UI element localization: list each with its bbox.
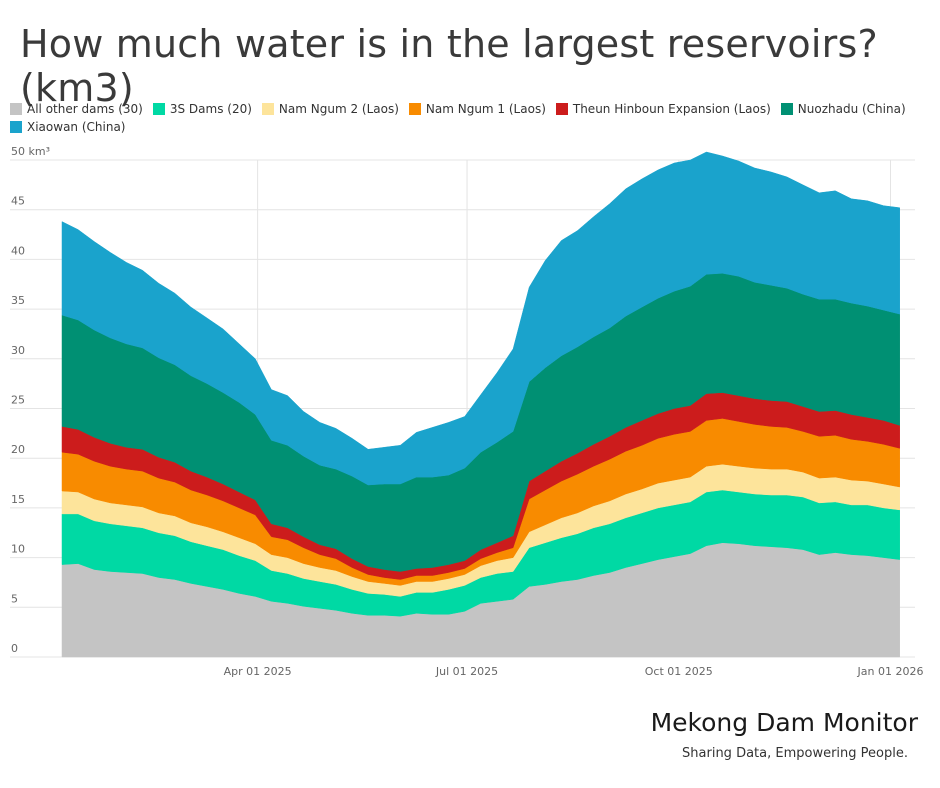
legend-swatch bbox=[408, 103, 421, 115]
axis-labels: 0 5 10 15 20 25 30 35 40 45 50 km³ Apr 01 2025 Jul 0… bbox=[11, 145, 923, 678]
legend-item: Nuozhadu (China) bbox=[780, 102, 906, 116]
legend-swatch bbox=[10, 103, 22, 115]
legend-label: 3S Dams (20) bbox=[169, 102, 252, 116]
legend-swatch bbox=[780, 103, 793, 115]
legend-label: All other dams (30) bbox=[27, 102, 143, 116]
legend-label: Nam Ngum 1 (Laos) bbox=[425, 102, 546, 116]
legend-item: Nam Ngum 2 (Laos) bbox=[261, 102, 399, 116]
legend-swatch bbox=[555, 103, 568, 115]
legend-item: Xiaowan (China) bbox=[10, 120, 125, 134]
x-tick-label: Jul 01 2025 bbox=[435, 665, 498, 678]
y-tick-label: 25 bbox=[11, 394, 25, 407]
y-tick-label: 45 bbox=[11, 195, 25, 208]
y-tick-label: 30 bbox=[11, 344, 25, 357]
legend-swatch bbox=[152, 103, 165, 115]
brand-tagline: Sharing Data, Empowering People. bbox=[682, 746, 908, 761]
x-tick-label: Jan 01 2026 bbox=[857, 665, 924, 678]
legend-label: Xiaowan (China) bbox=[27, 120, 126, 134]
y-axis-unit-label: 50 km³ bbox=[11, 145, 50, 158]
y-tick-label: 0 bbox=[11, 642, 18, 655]
x-tick-label: Apr 01 2025 bbox=[224, 665, 292, 678]
chart-title: How much water is in the largest reservo… bbox=[20, 22, 878, 110]
legend-label: Theun Hinboun Expansion (Laos) bbox=[572, 102, 771, 116]
y-tick-label: 10 bbox=[11, 543, 25, 556]
y-tick-label: 5 bbox=[11, 592, 18, 605]
legend-item: 3S Dams (20) bbox=[152, 102, 252, 116]
stacked-area-chart: 0 5 10 15 20 25 30 35 40 45 50 km³ Apr 01 2025 Jul 0… bbox=[10, 145, 923, 678]
legend-swatch bbox=[10, 121, 22, 133]
y-tick-label: 20 bbox=[11, 443, 25, 456]
legend-label: Nam Ngum 2 (Laos) bbox=[278, 102, 399, 116]
area-series-group bbox=[61, 151, 900, 658]
legend-item: Nam Ngum 1 (Laos) bbox=[408, 102, 546, 116]
y-tick-label: 35 bbox=[11, 294, 25, 307]
area-series-6 bbox=[61, 151, 900, 486]
legend-item: All other dams (30) bbox=[10, 102, 143, 116]
y-tick-label: 40 bbox=[11, 244, 25, 257]
x-tick-label: Oct 01 2025 bbox=[645, 665, 713, 678]
legend-item: Theun Hinboun Expansion (Laos) bbox=[555, 102, 771, 116]
chart-legend: All other dams (30) 3S Dams (20) Nam Ngum … bbox=[10, 100, 925, 136]
y-tick-label: 15 bbox=[11, 493, 25, 506]
brand-name: Mekong Dam Monitor bbox=[650, 708, 918, 737]
legend-swatch bbox=[261, 103, 274, 115]
legend-label: Nuozhadu (China) bbox=[797, 102, 906, 116]
